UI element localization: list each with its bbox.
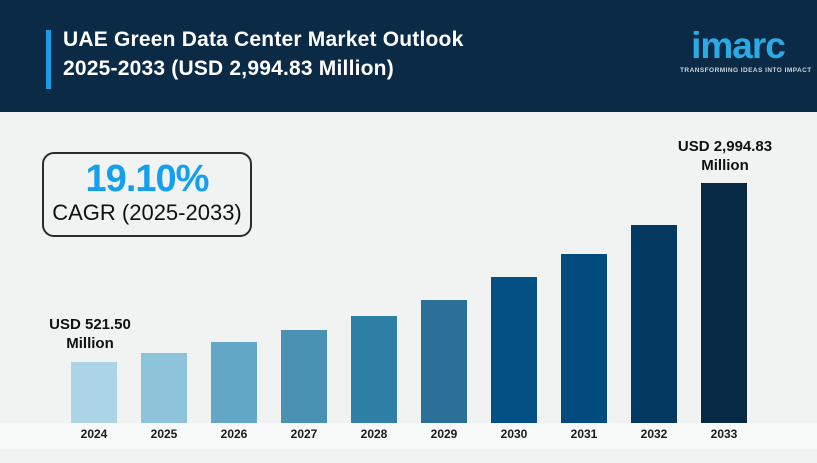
x-tick-2027: 2027 [290,427,318,441]
bar-2031 [561,254,607,423]
last-bar-value-line1: USD 2,994.83 [677,138,773,155]
cagr-box: 19.10% CAGR (2025-2033) [42,152,252,237]
page-title-line2: 2025-2033 (USD 2,994.83 Million) [63,57,394,80]
x-tick-2025: 2025 [150,427,178,441]
x-tick-2024: 2024 [80,427,108,441]
bar-2032 [631,225,677,423]
x-tick-2033: 2033 [710,427,738,441]
cagr-value: 19.10% [85,158,210,200]
x-tick-2029: 2029 [430,427,458,441]
x-tick-2030: 2030 [500,427,528,441]
bar-2030 [491,277,537,423]
imarc-logo-text: imarc [691,25,786,66]
header: UAE Green Data Center Market Outlook 202… [0,0,817,112]
bar-2027 [281,330,327,423]
first-bar-value-label: USD 521.50 Million [40,315,140,353]
title-accent-bar [46,30,51,89]
page-title-line1: UAE Green Data Center Market Outlook [63,28,464,51]
last-bar-value-line2: Million [701,157,749,174]
bar-2033 [701,183,747,423]
bar-2028 [351,316,397,423]
x-tick-2031: 2031 [570,427,598,441]
x-tick-2032: 2032 [640,427,668,441]
x-tick-2026: 2026 [220,427,248,441]
bar-2024 [71,362,117,423]
cagr-label: CAGR (2025-2033) [52,200,242,225]
x-tick-2028: 2028 [360,427,388,441]
x-axis [0,423,817,449]
last-bar-value-label: USD 2,994.83 Million [675,137,775,175]
bar-2029 [421,300,467,423]
page-title: UAE Green Data Center Market Outlook 202… [63,25,463,83]
first-bar-value-line2: Million [66,335,114,352]
first-bar-value-line1: USD 521.50 [49,316,131,333]
bar-2025 [141,353,187,423]
imarc-logo-tagline: TRANSFORMING IDEAS INTO IMPACT [680,67,812,74]
imarc-logo: imarc TRANSFORMING IDEAS INTO IMPACT [680,25,812,75]
bar-2026 [211,342,257,423]
